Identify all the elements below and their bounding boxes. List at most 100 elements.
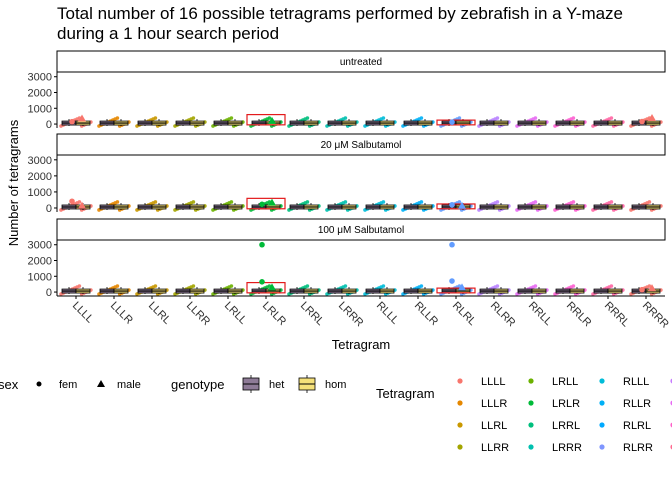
chart-title: Total number of 16 possible tetragrams p… <box>57 4 623 44</box>
legend-label-tetragram: RLLL <box>623 376 649 388</box>
x-tick-label: RRRR <box>640 300 671 331</box>
data-point <box>419 200 424 204</box>
data-point-fem <box>449 278 455 284</box>
legend-label-hom: hom <box>325 379 346 391</box>
y-tick-label: 0 <box>46 119 52 131</box>
data-point <box>381 200 386 204</box>
y-tick-label: 2000 <box>28 88 52 100</box>
x-tick-label: LLLL <box>70 300 96 326</box>
data-point-fem <box>449 119 455 125</box>
data-point <box>419 116 424 120</box>
data-point <box>381 116 386 120</box>
data-point <box>571 200 576 204</box>
legend-key-fem <box>36 381 42 387</box>
data-point <box>609 200 614 204</box>
data-point <box>533 116 538 120</box>
data-point <box>533 200 538 204</box>
data-point <box>609 116 614 120</box>
legend-key-tetragram <box>599 444 605 450</box>
x-tick-label: RRLL <box>526 300 554 328</box>
facet-strip <box>56 50 666 73</box>
data-point-male <box>78 201 86 209</box>
legend-key-tetragram <box>457 444 463 450</box>
legend-label-tetragram: LRLR <box>552 398 580 410</box>
data-point-male <box>78 114 86 122</box>
data-point <box>647 200 652 204</box>
data-point <box>419 284 424 288</box>
data-point <box>571 116 576 120</box>
data-point <box>305 116 310 120</box>
x-tick-label: LRLR <box>260 300 288 328</box>
highlight-box <box>436 287 476 294</box>
data-point-male <box>268 116 276 124</box>
facet-label: 20 μM Salbutamol <box>321 140 402 151</box>
data-point <box>153 284 158 288</box>
x-tick-label: RLRL <box>450 300 478 328</box>
legend-label-tetragram: RLLR <box>623 398 651 410</box>
x-axis-title: Tetragram <box>332 337 391 352</box>
y-tick-label: 1000 <box>28 103 52 115</box>
highlight-box <box>246 113 286 126</box>
x-tick-label: RRLR <box>564 300 594 330</box>
data-point <box>229 116 234 120</box>
legend-key-tetragram <box>528 422 534 428</box>
legend-label-tetragram: LLLL <box>481 376 505 388</box>
facet-label: 100 μM Salbutamol <box>318 225 404 236</box>
x-tick-label: LRRL <box>298 300 326 328</box>
data-point <box>609 284 614 288</box>
legend-key-tetragram <box>457 422 463 428</box>
data-point <box>267 116 272 120</box>
legend-label-tetragram: LLLR <box>481 398 507 410</box>
data-point <box>77 284 82 288</box>
legend-key-tetragram <box>528 444 534 450</box>
data-point <box>191 200 196 204</box>
y-tick-label: 3000 <box>28 155 52 167</box>
legend-key-tetragram <box>599 400 605 406</box>
data-point-male <box>458 283 466 291</box>
x-tick-label: RLRR <box>488 300 518 330</box>
data-point <box>305 200 310 204</box>
data-point <box>77 200 82 204</box>
data-point-fem <box>449 241 455 248</box>
y-tick-label: 2000 <box>28 256 52 268</box>
x-tick-label: LLRR <box>184 300 212 328</box>
y-axis-title: Number of tetragrams <box>6 119 21 246</box>
data-point-male <box>648 284 656 292</box>
legend-key-tetragram <box>528 400 534 406</box>
legend-key-tetragram <box>528 378 534 384</box>
data-point <box>153 116 158 120</box>
data-point <box>115 284 120 288</box>
data-point <box>381 284 386 288</box>
legend-key-tetragram <box>457 400 463 406</box>
legend-key-tetragram <box>599 378 605 384</box>
data-point <box>533 284 538 288</box>
data-point <box>343 200 348 204</box>
data-point-fem <box>639 118 645 125</box>
highlight-box <box>246 197 286 210</box>
legend-title-sex: sex <box>0 377 19 392</box>
legend-label-tetragram: LRRL <box>552 420 580 432</box>
data-point <box>115 200 120 204</box>
data-point-fem <box>259 241 265 248</box>
data-point <box>647 284 652 288</box>
x-tick-label: RLLL <box>374 300 401 327</box>
x-tick-label: RLLR <box>412 300 440 328</box>
legend-label-male: male <box>117 379 141 391</box>
data-point <box>229 284 234 288</box>
y-tick-label: 1000 <box>28 187 52 199</box>
y-tick-label: 0 <box>46 203 52 215</box>
data-point <box>191 116 196 120</box>
x-tick-label: LRLL <box>222 300 249 327</box>
data-point-fem <box>259 279 265 285</box>
chart-title-line-2: during a 1 hour search period <box>57 24 280 43</box>
legend-title-tetragram: Tetragram <box>376 386 435 401</box>
data-point <box>153 200 158 204</box>
data-point <box>343 284 348 288</box>
facet-label: untreated <box>340 57 382 68</box>
legend-label-tetragram: RLRR <box>623 442 653 454</box>
data-point <box>305 284 310 288</box>
data-point-fem <box>449 201 455 208</box>
legend-label-het: het <box>269 379 284 391</box>
legend-label-fem: fem <box>59 379 77 391</box>
legend-title-genotype: genotype <box>171 377 225 392</box>
